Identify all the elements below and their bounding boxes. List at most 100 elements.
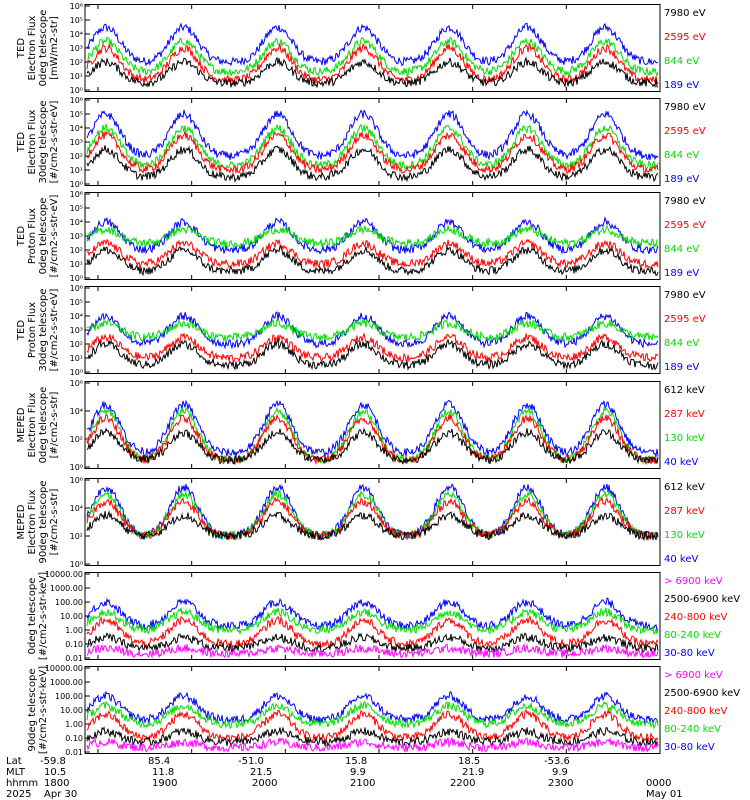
- legend-entry: 612 keV: [664, 385, 705, 396]
- series-line: [86, 42, 659, 85]
- legend-entry: 2500-6900 keV: [664, 688, 741, 699]
- legend-entry: 240-800 keV: [664, 706, 728, 717]
- plot-frame: [84, 98, 661, 186]
- y-tick-label: 10¹: [70, 260, 83, 269]
- legend: 7980 eV 2595 eV 844 eV 189 eV: [664, 286, 750, 374]
- series-line: [86, 36, 659, 78]
- series-line: [86, 427, 659, 465]
- series-line: [86, 700, 659, 730]
- legend-entry: > 6900 keV: [664, 576, 723, 587]
- footer-row-mlt: MLT 10.5 11.8 21.5 9.9 21.9 9.9: [0, 767, 750, 778]
- hhmm-value: 1900: [152, 778, 178, 789]
- date-start: Apr 30: [44, 789, 78, 800]
- y-tick-label: 10⁴: [70, 124, 83, 133]
- y-tick-label: 10⁴: [70, 312, 83, 321]
- legend-entry: 2500-6900 keV: [664, 594, 741, 605]
- legend-entry: 287 keV: [664, 409, 705, 420]
- plot-area: 0.01 0.10 1.00 10.00 100.00 1000.00 10000.00: [45, 570, 661, 663]
- plot-frame: [84, 478, 661, 566]
- y-tick-label: 10⁶: [70, 476, 83, 485]
- lat-value: 18.5: [458, 756, 481, 767]
- legend-entry: 844 eV: [664, 56, 700, 67]
- date-end: May 01: [646, 789, 683, 800]
- y-tick-label: 0.10: [65, 640, 83, 649]
- series-line: [86, 736, 659, 754]
- mlt-value: 9.9: [350, 767, 366, 778]
- plot-area: 10⁰ 10¹ 10² 10³ 10⁴ 10⁵ 10⁶: [70, 190, 661, 283]
- legend-entry: 287 keV: [664, 506, 705, 517]
- hhmm-value: 0000: [646, 778, 672, 789]
- y-tick-label: 10⁵: [70, 16, 83, 25]
- hhmm-value: 2300: [548, 778, 574, 789]
- mlt-value: 11.8: [152, 767, 175, 778]
- legend-entry: 7980 eV: [664, 290, 706, 301]
- series-line: [86, 244, 659, 277]
- lat-value: 85.4: [148, 756, 171, 767]
- y-tick-label: 100.00: [55, 692, 83, 701]
- y-tick-label: 10²: [70, 435, 83, 444]
- chart-panel: TED Electron Flux 30deg telescope [#/cm2-s-…: [0, 96, 750, 189]
- mlt-value: 21.5: [250, 767, 273, 778]
- legend-entry: 2595 eV: [664, 32, 706, 43]
- legend-entry: 40 keV: [664, 554, 699, 565]
- legend-entry: 240-800 keV: [664, 612, 728, 623]
- series-line: [86, 708, 659, 744]
- y-tick-label: 10⁶: [70, 284, 83, 293]
- legend-entry: 844 eV: [664, 338, 700, 349]
- plot-area: 10⁰ 10¹ 10² 10³ 10⁴ 10⁵ 10⁶: [70, 96, 661, 189]
- series-line: [86, 399, 659, 458]
- y-tick-label: 10³: [70, 326, 83, 335]
- series-line: [86, 615, 659, 650]
- series-line: [86, 216, 659, 255]
- legend-entry: 7980 eV: [664, 102, 706, 113]
- legend: 7980 eV 2595 eV 844 eV 189 eV: [664, 98, 750, 186]
- y-tick-label: 10⁴: [70, 504, 83, 513]
- lat-value: -59.8: [40, 756, 66, 767]
- footer-label-lat: Lat: [6, 756, 22, 767]
- y-tick-label: 10⁴: [70, 407, 83, 416]
- y-tick-label: 0.10: [65, 734, 83, 743]
- time-axis-footer: Lat -59.8 85.4 -51.0 15.8 18.5 -53.6 MLT…: [0, 756, 750, 800]
- y-tick-label: 10.00: [60, 706, 83, 715]
- plot-area: 10⁰ 10² 10⁴ 10⁶: [70, 379, 661, 472]
- series-line: [86, 483, 659, 540]
- plot-area: 0.01 0.10 1.00 10.00 100.00 1000.00 10000.00: [45, 664, 661, 757]
- series-line: [86, 145, 659, 183]
- series-line: [86, 224, 659, 249]
- plot-area: 10⁰ 10¹ 10² 10³ 10⁴ 10⁵ 10⁶: [70, 2, 661, 95]
- y-tick-label: 10²: [70, 58, 83, 67]
- series-line: [86, 131, 659, 175]
- legend: 612 keV 287 keV 130 keV 40 keV: [664, 381, 750, 469]
- y-tick-label: 10⁴: [70, 30, 83, 39]
- legend: 612 keV 287 keV 130 keV 40 keV: [664, 478, 750, 566]
- y-tick-label: 10⁵: [70, 298, 83, 307]
- mlt-value: 10.5: [44, 767, 67, 778]
- y-tick-label: 10²: [70, 532, 83, 541]
- y-tick-label: 10¹: [70, 166, 83, 175]
- series-line: [86, 22, 659, 67]
- y-tick-label: 10⁰: [70, 180, 83, 189]
- legend-entry: 844 eV: [664, 244, 700, 255]
- series-line: [86, 238, 659, 269]
- lat-value: -51.0: [238, 756, 264, 767]
- y-tick-label: 10¹: [70, 72, 83, 81]
- hhmm-value: 2200: [450, 778, 476, 789]
- y-tick-label: 10³: [70, 232, 83, 241]
- plot-area: 10⁰ 10² 10⁴ 10⁶: [70, 476, 661, 569]
- series-line: [86, 510, 659, 541]
- legend-entry: 80-240 keV: [664, 724, 722, 735]
- y-tick-label: 10²: [70, 340, 83, 349]
- legend-entry: 130 keV: [664, 433, 705, 444]
- y-tick-label: 100.00: [55, 598, 83, 607]
- y-tick-label: 1.00: [65, 626, 83, 635]
- chart-panel: MEPED Electron Flux 0deg telescope [#/cm2-s…: [0, 379, 750, 472]
- legend-entry: 7980 eV: [664, 8, 706, 19]
- y-tick-label: 10⁶: [70, 190, 83, 199]
- plot-area: 10⁰ 10¹ 10² 10³ 10⁴ 10⁵ 10⁶: [70, 284, 661, 377]
- mlt-value: 9.9: [552, 767, 568, 778]
- y-tick-label: 10⁶: [70, 379, 83, 388]
- legend-entry: 844 eV: [664, 150, 700, 161]
- series-line: [86, 332, 659, 363]
- legend-entry: > 6900 keV: [664, 670, 723, 681]
